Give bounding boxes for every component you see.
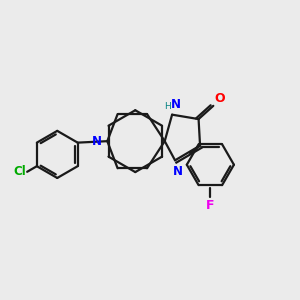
Text: N: N: [92, 135, 102, 148]
Text: N: N: [171, 98, 181, 111]
Text: O: O: [214, 92, 225, 105]
Text: F: F: [206, 199, 214, 212]
Text: Cl: Cl: [13, 165, 26, 178]
Text: H: H: [164, 102, 171, 111]
Text: N: N: [172, 165, 182, 178]
